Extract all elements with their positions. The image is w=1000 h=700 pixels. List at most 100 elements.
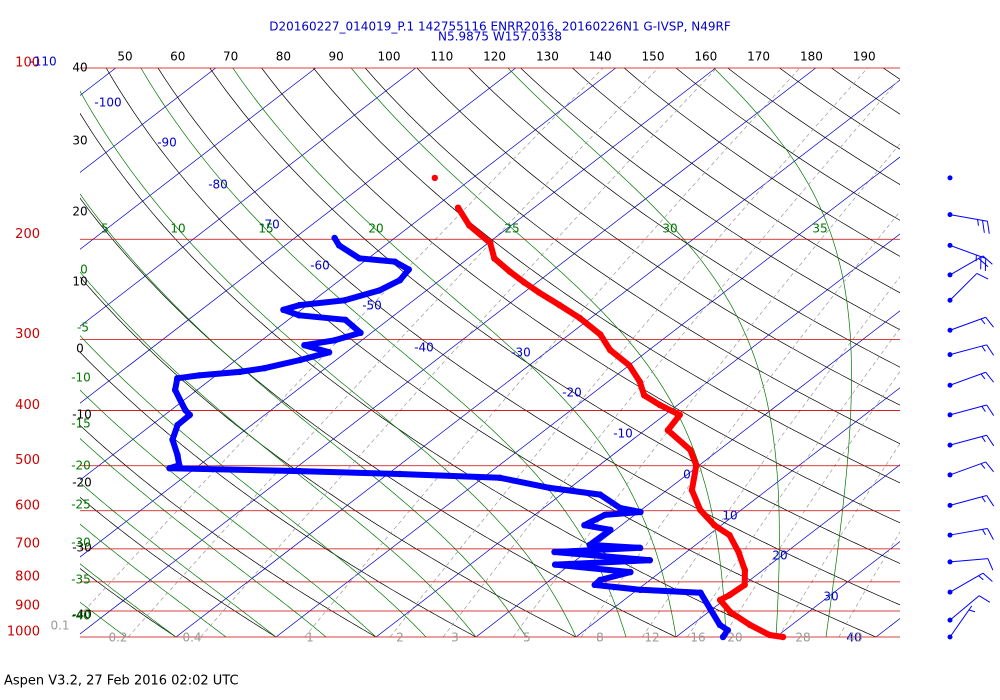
wind-barb [947,212,990,234]
profile-point [719,633,727,641]
isotherm [175,79,900,637]
profile-point [726,591,733,599]
theta-top-label: 140 [589,50,612,64]
dry-adiabat [364,68,900,445]
isotherm-label: -30 [511,346,531,360]
mixing-ratio-label: 0.4 [182,631,201,645]
wind-barb-staff [949,255,984,276]
theta-top-label: 130 [536,50,559,64]
wind-barb-feather [986,495,995,507]
wind-barb-half [981,436,986,443]
theta-left-label: -30 [72,541,92,555]
theta-top-label: 90 [329,50,344,64]
profile-point [342,316,349,323]
dry-adiabat [80,112,777,637]
wind-barb-half [977,219,979,226]
wind-barb [947,558,994,571]
profile-point [174,421,181,429]
profile-point [176,462,183,469]
profile-point [331,337,338,344]
chart-title: D20160227_014019_P.1 142755116 ENRR2016,… [269,20,731,34]
dry-adiabat [313,68,900,484]
profile-point [174,375,181,382]
profile-point [581,522,588,529]
mixing-ratio-line [389,68,868,637]
wind-barb-feather [982,220,985,233]
pressure-label: 100 [15,56,40,71]
profile-point [697,589,704,596]
profile-point [551,561,559,568]
profile-point [606,346,614,354]
footer: Aspen V3.2, 27 Feb 2016 02:02 UTC [4,674,239,689]
isotherm-label: -100 [94,96,121,110]
theta-top-label: 100 [378,50,401,64]
wind-barb-feather [986,344,995,356]
mixing-ratio-label: 1 [306,631,314,645]
wind-barb [947,404,995,418]
wind-barb-feather [985,316,994,328]
wind-barb-feather [987,558,994,571]
chart-subtitle: N5.9875 W157.0338 [438,30,562,44]
wind-barb-staff [949,572,984,593]
profile-point [724,627,731,634]
profile-point [688,487,696,494]
mixing-ratio-label: 20 [727,631,742,645]
theta-top-label: 150 [642,50,665,64]
wind-barb-half [981,496,986,503]
mixing-ratio-label: 3 [451,631,459,645]
wind-barb-staff [949,605,973,638]
wind-barb-staff [949,434,987,446]
profile-point [716,621,723,628]
profile-point [616,504,624,512]
wet-adiabat [80,389,377,637]
wet-adiabat-top-label: 30 [662,222,677,236]
theta-top-label: 50 [117,50,132,64]
profile-point [261,365,268,372]
wet-adiabat-left-label: -5 [77,321,89,335]
dry-adiabat [416,68,900,406]
profile-point [391,258,399,265]
dry-adiabat [80,276,577,637]
wet-adiabat [80,335,427,637]
pressure-label: 900 [15,598,40,613]
profile-point [641,392,648,399]
wet-adiabat [507,68,780,637]
wind-barb [947,175,953,181]
theta-left-label: 10 [72,275,87,289]
profile-point [182,406,189,414]
isotherm [80,68,216,173]
profile-point [741,567,749,574]
wet-adiabat-top-label: 25 [504,222,519,236]
wind-barb [947,527,994,540]
mixing-ratio-line [304,68,801,637]
wind-barb-feather [982,572,993,582]
wind-barb [947,272,989,303]
pressure-label: 400 [15,398,40,413]
isotherm-label: -60 [310,259,330,273]
wind-barb-half [982,529,986,536]
wind-barb-staff [949,404,987,416]
wind-barb [947,434,995,448]
profile-point [341,297,348,304]
profile-point [596,576,604,584]
mixing-ratio-label: 0.2 [108,631,127,645]
wind-barb-staff [949,316,986,331]
profile-point [779,633,787,641]
isotherm [80,68,416,327]
profile-point [697,506,704,514]
isotherm [675,464,900,637]
profile-point [296,467,303,475]
theta-left-label: -10 [72,408,92,422]
profile-point [296,301,303,309]
mixing-ratio-line [200,68,717,637]
dry-adiabat [779,68,900,150]
theta-left-label: 40 [72,61,87,75]
profile-point [727,608,734,616]
wind-barb-half [980,318,986,325]
profile-point [591,581,598,589]
isotherm [80,68,516,404]
wet-adiabat-top-label: 20 [368,222,383,236]
profile-point [166,465,173,472]
wind-barb-half [980,373,986,380]
